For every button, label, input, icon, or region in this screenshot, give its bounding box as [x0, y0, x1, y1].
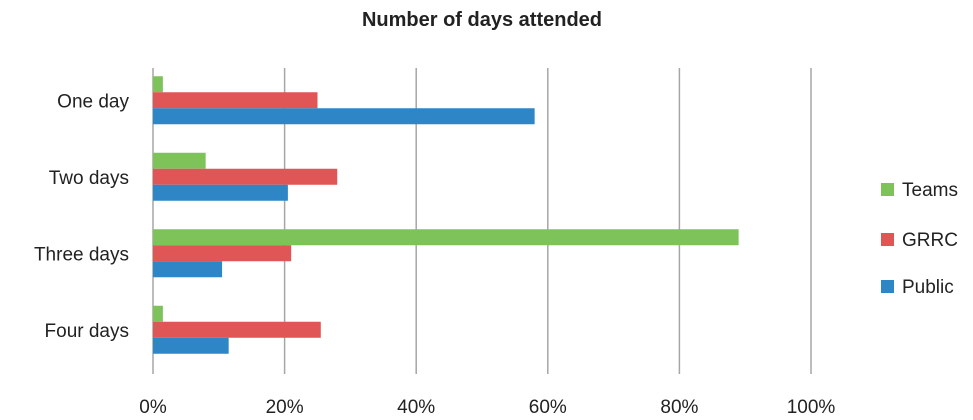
legend-label: Teams [902, 180, 958, 201]
x-tick-label: 80% [660, 397, 698, 418]
x-tick-labels: 0% 20% 40% 60% 80% 100% [139, 397, 835, 418]
legend: Teams GRRC Public [881, 180, 958, 298]
chart-title: Number of days attended [362, 9, 602, 31]
x-tick-label: 20% [266, 397, 304, 418]
bar-teams [153, 152, 206, 169]
bar-public [153, 337, 229, 354]
category-labels: One day Two days Three days Four days [34, 91, 130, 342]
bar-public [153, 108, 535, 125]
x-tick-label: 0% [139, 397, 167, 418]
category-label: Four days [45, 321, 129, 342]
bar-grrc [153, 92, 318, 109]
category-label: Two days [49, 168, 129, 189]
x-tick-label: 40% [397, 397, 435, 418]
bar-grrc [153, 168, 338, 185]
x-tick-label: 60% [529, 397, 567, 418]
bars [153, 76, 739, 354]
bar-teams [153, 305, 163, 322]
legend-label: Public [902, 277, 954, 298]
category-label: One day [57, 91, 129, 112]
bar-public [153, 261, 223, 278]
legend-swatch [881, 183, 894, 196]
legend-label: GRRC [902, 230, 958, 251]
bar-teams [153, 76, 163, 93]
legend-swatch [881, 233, 894, 246]
legend-swatch [881, 280, 894, 293]
category-label: Three days [34, 244, 129, 265]
bar-grrc [153, 321, 321, 338]
bar-public [153, 184, 288, 201]
bar-teams [153, 229, 739, 246]
x-tick-label: 100% [787, 397, 836, 418]
bar-grrc [153, 245, 292, 262]
